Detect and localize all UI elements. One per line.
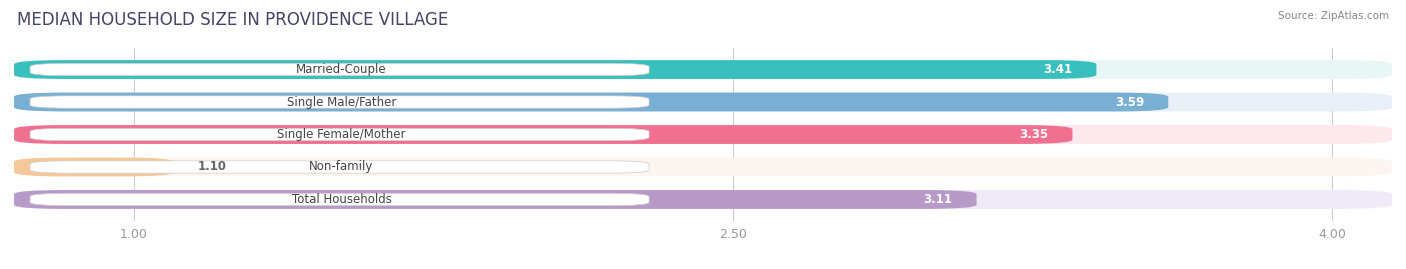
FancyBboxPatch shape xyxy=(14,60,1392,79)
Text: 3.59: 3.59 xyxy=(1115,95,1144,108)
FancyBboxPatch shape xyxy=(14,93,1168,111)
FancyBboxPatch shape xyxy=(14,190,1392,209)
Text: 3.41: 3.41 xyxy=(1043,63,1073,76)
FancyBboxPatch shape xyxy=(30,63,650,76)
FancyBboxPatch shape xyxy=(30,96,650,108)
Text: 1.10: 1.10 xyxy=(198,161,226,174)
Text: Single Male/Father: Single Male/Father xyxy=(287,95,396,108)
FancyBboxPatch shape xyxy=(30,161,650,173)
FancyBboxPatch shape xyxy=(30,128,650,141)
FancyBboxPatch shape xyxy=(14,93,1392,111)
Text: Total Households: Total Households xyxy=(291,193,391,206)
FancyBboxPatch shape xyxy=(14,125,1392,144)
Text: 3.35: 3.35 xyxy=(1019,128,1049,141)
Text: Non-family: Non-family xyxy=(309,161,374,174)
Text: Married-Couple: Married-Couple xyxy=(297,63,387,76)
Text: Single Female/Mother: Single Female/Mother xyxy=(277,128,406,141)
Text: Source: ZipAtlas.com: Source: ZipAtlas.com xyxy=(1278,11,1389,21)
FancyBboxPatch shape xyxy=(30,193,650,206)
FancyBboxPatch shape xyxy=(14,158,174,176)
FancyBboxPatch shape xyxy=(14,158,1392,176)
FancyBboxPatch shape xyxy=(14,125,1073,144)
Text: MEDIAN HOUSEHOLD SIZE IN PROVIDENCE VILLAGE: MEDIAN HOUSEHOLD SIZE IN PROVIDENCE VILL… xyxy=(17,11,449,29)
FancyBboxPatch shape xyxy=(14,190,977,209)
FancyBboxPatch shape xyxy=(14,60,1097,79)
Text: 3.11: 3.11 xyxy=(924,193,953,206)
